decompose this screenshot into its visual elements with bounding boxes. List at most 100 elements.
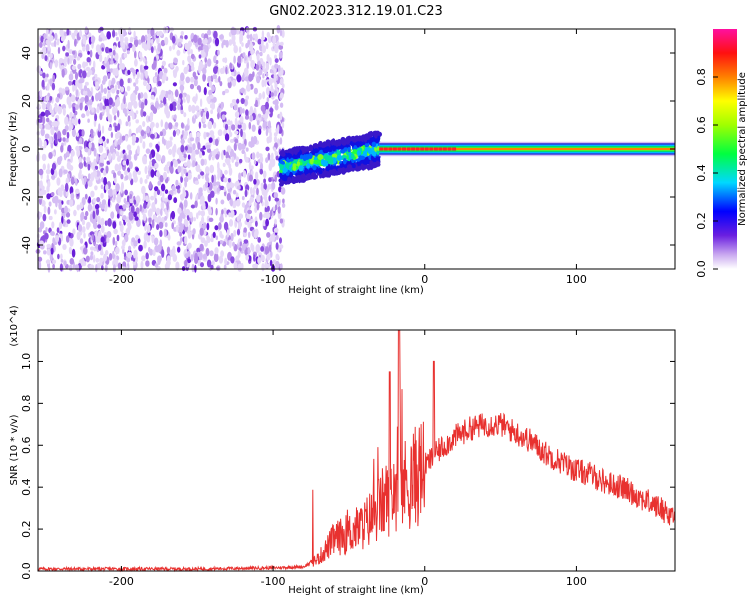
noise-cell [42,213,47,222]
noise-cell [273,192,279,199]
noise-cell [107,218,112,227]
noise-cell [195,135,200,144]
noise-cell [237,250,241,258]
signal-cell [294,175,300,183]
noise-cell [49,52,53,59]
noise-cell [114,240,118,247]
noise-cell [204,181,209,188]
noise-cell [266,253,271,261]
noise-cell [187,258,192,264]
noise-cell [219,240,224,245]
noise-cell [200,171,205,176]
noise-cell [156,31,160,37]
noise-cell [261,79,265,88]
noise-cell [249,187,253,195]
noise-cell [61,88,66,96]
noise-cell [66,28,70,36]
noise-cell [114,125,118,132]
noise-cell [85,43,90,53]
noise-cell [115,246,120,255]
noise-cell [110,60,114,65]
noise-cell [212,231,216,238]
noise-cell [49,252,53,262]
noise-cell [73,117,78,126]
noise-cell [201,150,205,156]
spectrogram-x-label: Height of straight line (km) [288,285,424,296]
noise-cell [128,121,132,127]
signal-cell [313,148,319,154]
noise-cell [266,136,270,144]
noise-cell [179,93,183,99]
noise-cell [69,258,75,265]
peak-cell [438,147,443,151]
noise-cell [257,38,262,45]
signal-cell [375,156,381,161]
noise-cell [82,226,86,233]
noise-cell [186,159,191,169]
noise-cell [151,234,155,244]
noise-cell [71,248,76,258]
noise-cell [236,74,242,83]
noise-cell [81,197,86,206]
noise-cell [127,101,132,111]
noise-cell [250,48,255,55]
noise-cell [40,35,44,43]
noise-cell [279,137,283,145]
noise-cell [54,103,58,113]
noise-cell [99,102,103,111]
noise-cell [87,118,90,123]
noise-cell [189,137,195,142]
noise-cell [231,124,236,131]
noise-cell [245,115,249,120]
noise-cell [279,78,284,85]
noise-cell [64,205,68,214]
noise-cell [253,230,258,239]
noise-cell [184,130,189,137]
noise-cell [248,161,252,170]
noise-cell [69,112,73,119]
noise-cell [68,49,73,54]
y-tick-label: 0.6 [20,437,33,455]
noise-cell [85,109,90,117]
x-tick-label: 0 [421,575,428,588]
noise-cell [169,103,174,112]
noise-cell [117,144,121,151]
signal-cell [282,174,288,182]
signal-cell [337,167,343,172]
noise-cell [108,114,113,123]
noise-cell [180,144,185,153]
noise-cell [101,225,105,233]
noise-cell [250,170,254,176]
noise-cell [209,250,214,257]
noise-cell [165,26,169,34]
noise-cell [142,213,147,221]
noise-cell [126,85,131,92]
noise-cell [198,252,203,261]
noise-cell [80,97,86,102]
noise-cell [176,49,181,57]
noise-cell [44,232,49,240]
noise-cell [88,99,93,106]
noise-cell [70,176,75,185]
signal-cell [303,146,308,152]
noise-cell [171,222,174,230]
noise-cell [133,153,138,161]
noise-cell [91,234,94,241]
y-tick-label: -20 [20,188,33,206]
noise-cell [73,85,78,91]
noise-cell [141,255,146,262]
noise-cell [133,211,138,218]
noise-cell [48,152,53,159]
noise-cell [172,253,178,262]
noise-cell [150,46,154,54]
noise-cell [73,209,77,217]
noise-cell [57,253,60,260]
noise-cell [50,192,55,197]
noise-cell [153,45,156,51]
noise-cell [264,261,268,269]
noise-cell [228,219,234,227]
noise-cell [211,85,216,93]
noise-cell [72,228,76,235]
noise-cell [212,38,216,44]
y-tick-label: 0.8 [20,395,33,413]
